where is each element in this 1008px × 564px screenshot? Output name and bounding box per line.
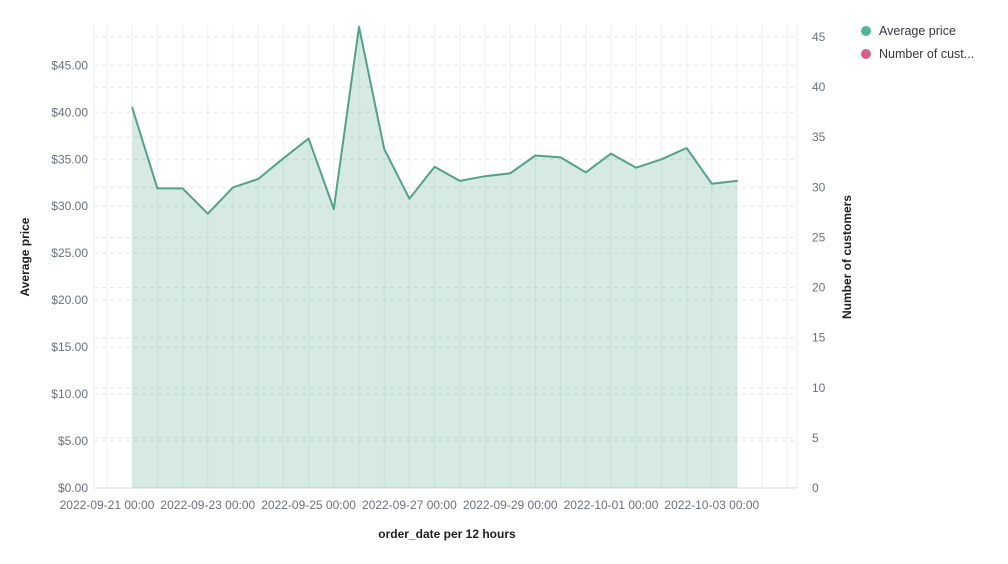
axis-tick-label: 2022-10-03 00:00 (664, 498, 759, 512)
axis-tick-label: 25 (812, 231, 826, 245)
x-axis-tick-labels: 2022-09-21 00:00 2022-09-23 00:00 2022-09-… (60, 498, 760, 512)
axis-tick-label: 45 (812, 30, 826, 44)
axis-tick-label: 2022-09-23 00:00 (160, 498, 255, 512)
line-series-average-price[interactable] (131, 25, 738, 215)
axis-tick-label: 5 (812, 431, 819, 445)
axis-tick-label: $25.00 (51, 246, 88, 260)
legend-item-average-price[interactable]: Average price (861, 24, 974, 38)
axis-tick-label: $15.00 (51, 340, 88, 354)
axis-tick-label: 30 (812, 180, 826, 194)
left-axis-title: Average price (18, 217, 32, 297)
axis-tick-label: 2022-09-29 00:00 (463, 498, 558, 512)
axis-tick-label: 2022-09-27 00:00 (362, 498, 457, 512)
axis-tick-label: 35 (812, 130, 826, 144)
axis-tick-label: 20 (812, 281, 826, 295)
axis-tick-label: $30.00 (51, 199, 88, 213)
legend-dot-icon (861, 49, 871, 59)
axis-tick-label: 2022-09-21 00:00 (60, 498, 155, 512)
axis-tick-label: 40 (812, 80, 826, 94)
axis-tick-label: 0 (812, 481, 819, 495)
axis-tick-label: $5.00 (58, 434, 88, 448)
area-series-average-price[interactable] (132, 26, 737, 489)
legend-item-label: Number of cust... (879, 47, 975, 61)
axis-tick-label: $20.00 (51, 293, 88, 307)
left-axis-tick-labels: $0.00 $5.00 $10.00 $15.00 $20.00 $25.00 $30.00… (51, 58, 88, 495)
horizontal-gridlines (94, 36, 797, 489)
legend-dot-icon (861, 26, 871, 36)
axis-tick-label: 15 (812, 331, 826, 345)
x-axis-title: order_date per 12 hours (378, 527, 516, 541)
legend: Average price Number of cust... (861, 24, 974, 61)
right-axis-tick-labels: 0 5 10 15 20 25 30 35 40 45 (812, 30, 826, 495)
axis-tick-label: 2022-10-01 00:00 (564, 498, 659, 512)
right-axis-title: Number of customers (840, 194, 854, 320)
axis-tick-label: 2022-09-25 00:00 (261, 498, 356, 512)
legend-item-label: Average price (879, 24, 956, 38)
axis-tick-label: $45.00 (51, 58, 88, 72)
axis-tick-label: $0.00 (58, 481, 88, 495)
axis-tick-label: $10.00 (51, 387, 88, 401)
axis-tick-label: 10 (812, 381, 826, 395)
axis-tick-label: $40.00 (51, 105, 88, 119)
axis-tick-label: $35.00 (51, 152, 88, 166)
legend-item-number-of-customers[interactable]: Number of cust... (861, 47, 974, 61)
vertical-gridlines (93, 24, 798, 488)
